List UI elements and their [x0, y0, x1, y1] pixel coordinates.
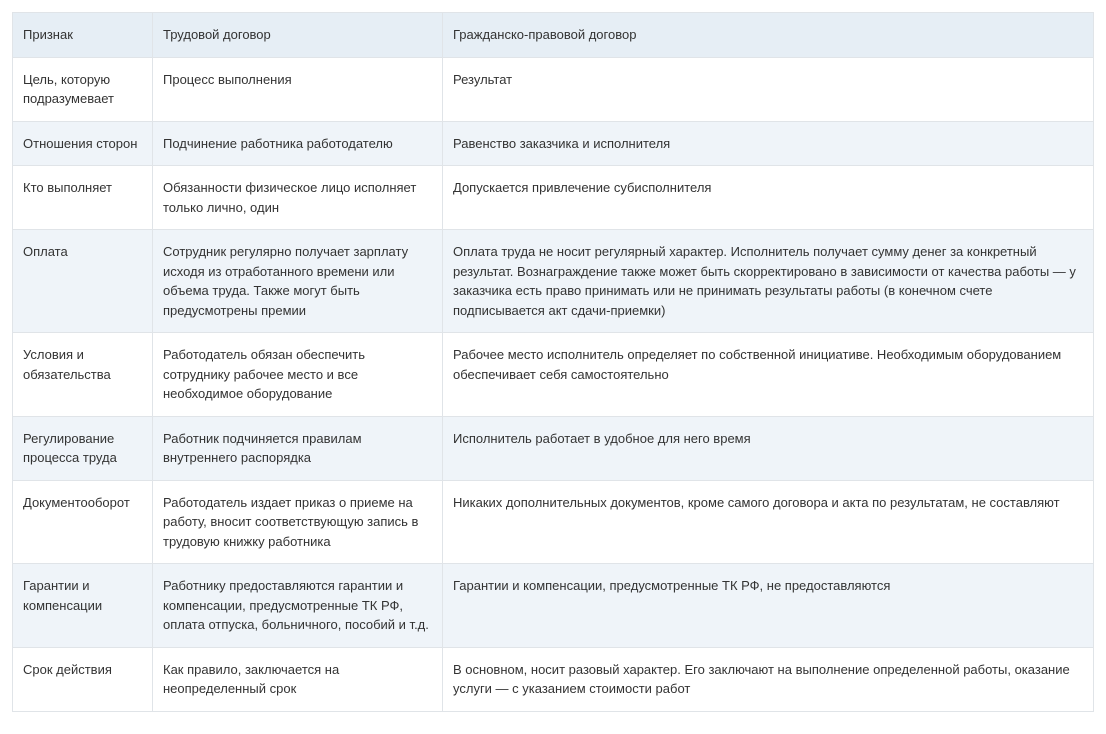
- column-header: Гражданско-правовой договор: [443, 13, 1094, 58]
- row-cell: Гарантии и компенсации, предусмотренные …: [443, 564, 1094, 648]
- row-cell: Оплата труда не носит регулярный характе…: [443, 230, 1094, 333]
- row-cell: Как правило, заключается на неопределенн…: [153, 647, 443, 711]
- table-row: ДокументооборотРаботодатель издает прика…: [13, 480, 1094, 564]
- row-label: Отношения сторон: [13, 121, 153, 166]
- column-header: Трудовой договор: [153, 13, 443, 58]
- row-cell: Работодатель обязан обеспечить сотрудник…: [153, 333, 443, 417]
- comparison-table: ПризнакТрудовой договорГражданско-правов…: [12, 12, 1094, 712]
- row-label: Срок действия: [13, 647, 153, 711]
- table-row: Кто выполняетОбязанности физическое лицо…: [13, 166, 1094, 230]
- row-cell: Исполнитель работает в удобное для него …: [443, 416, 1094, 480]
- row-cell: Сотрудник регулярно получает зарплату ис…: [153, 230, 443, 333]
- row-label: Цель, которую подразумевает: [13, 57, 153, 121]
- row-cell: Обязанности физическое лицо исполняет то…: [153, 166, 443, 230]
- row-label: Оплата: [13, 230, 153, 333]
- table-header-row: ПризнакТрудовой договорГражданско-правов…: [13, 13, 1094, 58]
- row-label: Условия и обязательства: [13, 333, 153, 417]
- row-label: Кто выполняет: [13, 166, 153, 230]
- row-label: Регулирование процесса труда: [13, 416, 153, 480]
- row-cell: Работодатель издает приказ о приеме на р…: [153, 480, 443, 564]
- table-row: Гарантии и компенсацииРаботнику предоста…: [13, 564, 1094, 648]
- row-cell: Подчинение работника работодателю: [153, 121, 443, 166]
- table-row: Регулирование процесса трудаРаботник под…: [13, 416, 1094, 480]
- row-cell: Работнику предоставляются гарантии и ком…: [153, 564, 443, 648]
- table-row: Цель, которую подразумеваетПроцесс выпол…: [13, 57, 1094, 121]
- table-row: Условия и обязательстваРаботодатель обяз…: [13, 333, 1094, 417]
- row-cell: Допускается привлечение субисполнителя: [443, 166, 1094, 230]
- row-cell: Процесс выполнения: [153, 57, 443, 121]
- table-row: Отношения сторонПодчинение работника раб…: [13, 121, 1094, 166]
- row-cell: Рабочее место исполнитель определяет по …: [443, 333, 1094, 417]
- row-cell: Никаких дополнительных документов, кроме…: [443, 480, 1094, 564]
- table-row: Срок действияКак правило, заключается на…: [13, 647, 1094, 711]
- row-label: Документооборот: [13, 480, 153, 564]
- row-cell: Равенство заказчика и исполнителя: [443, 121, 1094, 166]
- column-header: Признак: [13, 13, 153, 58]
- row-cell: В основном, носит разовый характер. Его …: [443, 647, 1094, 711]
- table-row: ОплатаСотрудник регулярно получает зарпл…: [13, 230, 1094, 333]
- row-cell: Результат: [443, 57, 1094, 121]
- row-cell: Работник подчиняется правилам внутреннег…: [153, 416, 443, 480]
- row-label: Гарантии и компенсации: [13, 564, 153, 648]
